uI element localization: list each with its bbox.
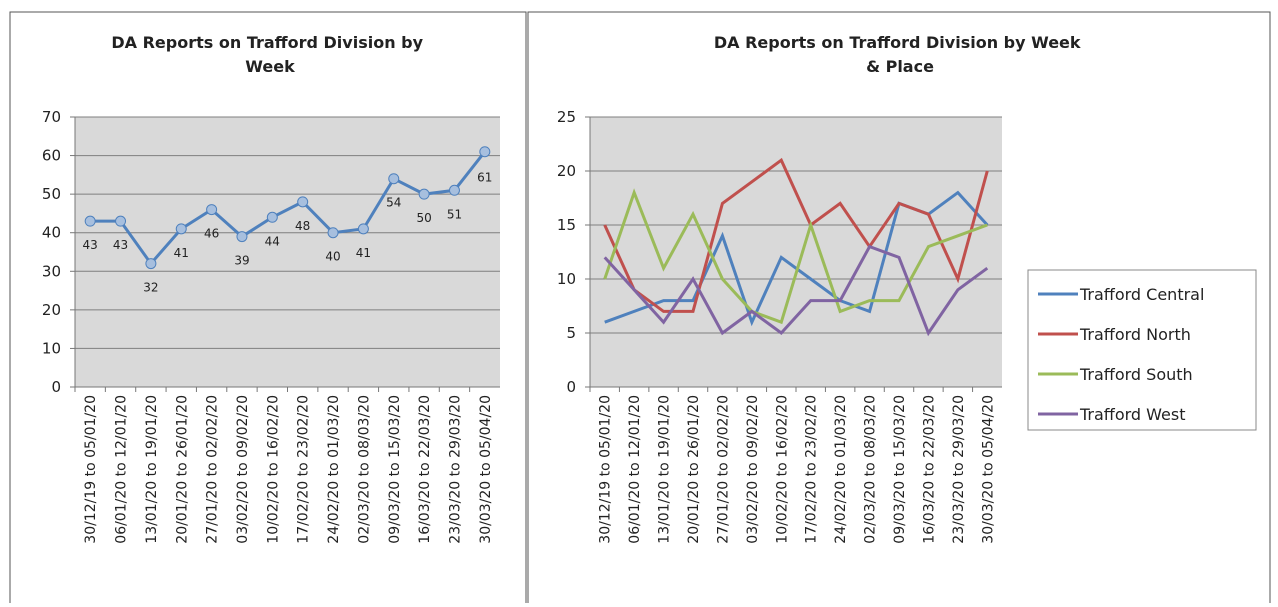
data-label: 50 <box>416 211 431 225</box>
marker <box>388 173 400 185</box>
panel-right <box>527 11 1271 607</box>
x-tick-label: 03/02/20 to 09/02/20 <box>235 395 251 544</box>
marker <box>448 184 460 196</box>
legend-label: Trafford West <box>1079 405 1186 424</box>
x-tick-label: 20/01/20 to 26/01/20 <box>174 395 190 544</box>
marker <box>418 188 430 200</box>
x-tick-label: 13/01/20 to 19/01/20 <box>657 395 673 544</box>
line <box>603 244 989 337</box>
data-label: 46 <box>204 227 219 241</box>
y-tick-label: 30 <box>42 262 61 280</box>
x-tick-label: 23/03/20 to 29/03/20 <box>951 395 967 544</box>
x-tick-label: 20/01/20 to 26/01/20 <box>686 395 702 544</box>
x-tick-label: 24/02/20 to 01/03/20 <box>833 395 849 544</box>
data-label: 51 <box>447 207 462 221</box>
y-tick-label: 0 <box>566 378 576 396</box>
plot-area <box>75 117 500 387</box>
marker <box>145 258 157 270</box>
x-tick-label: 13/01/20 to 19/01/20 <box>144 395 160 544</box>
y-tick-label: 10 <box>557 270 576 288</box>
y-tick-label: 15 <box>557 216 576 234</box>
y-tick-label: 20 <box>42 301 61 319</box>
y-tick-label: 40 <box>42 224 61 242</box>
data-label: 41 <box>174 246 189 260</box>
data-label: 44 <box>265 234 280 248</box>
x-tick-label: 06/01/20 to 12/01/20 <box>627 395 643 544</box>
line <box>90 150 486 266</box>
x-tick-label: 17/02/20 to 23/02/20 <box>296 395 312 544</box>
legend-label: Trafford Central <box>1079 285 1204 304</box>
x-tick-label: 06/01/20 to 12/01/20 <box>114 395 130 544</box>
marker <box>115 215 127 227</box>
data-label: 61 <box>477 171 492 185</box>
x-tick-label: 02/03/20 to 08/03/20 <box>863 395 879 544</box>
x-tick-label: 30/12/19 to 05/01/20 <box>83 395 99 544</box>
marker <box>357 223 369 235</box>
marker <box>266 211 278 223</box>
y-tick-label: 70 <box>42 108 61 126</box>
plot-area <box>590 117 1002 387</box>
data-label: 39 <box>234 254 249 268</box>
y-tick-label: 25 <box>557 108 576 126</box>
data-label: 48 <box>295 219 310 233</box>
x-tick-label: 27/01/20 to 02/02/20 <box>205 395 221 544</box>
line <box>603 188 988 325</box>
x-tick-label: 30/03/20 to 05/04/20 <box>980 395 996 544</box>
panel-left <box>9 11 527 607</box>
chart-title: DA Reports on Trafford Division by Week … <box>714 33 1086 76</box>
x-tick-label: 10/02/20 to 16/02/20 <box>265 395 281 544</box>
chart-title: DA Reports on Trafford Division by Week <box>111 33 428 76</box>
x-tick-label: 17/02/20 to 23/02/20 <box>804 395 820 544</box>
data-label: 32 <box>143 281 158 295</box>
data-label: 41 <box>356 246 371 260</box>
x-tick-label: 16/03/20 to 22/03/20 <box>417 395 433 544</box>
marker <box>206 204 218 216</box>
y-tick-label: 20 <box>557 162 576 180</box>
data-label: 40 <box>325 250 340 264</box>
y-tick-label: 5 <box>566 324 576 342</box>
marker <box>175 223 187 235</box>
x-tick-label: 16/03/20 to 22/03/20 <box>921 395 937 544</box>
x-tick-label: 23/03/20 to 29/03/20 <box>447 395 463 544</box>
x-tick-label: 09/03/20 to 15/03/20 <box>892 395 908 544</box>
line <box>603 157 989 313</box>
data-label: 43 <box>83 238 98 252</box>
marker <box>236 231 248 243</box>
legend-label: Trafford South <box>1079 365 1193 384</box>
x-tick-label: 03/02/20 to 09/02/20 <box>745 395 761 544</box>
x-tick-label: 30/12/19 to 05/01/20 <box>598 395 614 544</box>
marker <box>84 215 96 227</box>
x-tick-label: 10/02/20 to 16/02/20 <box>774 395 790 544</box>
y-tick-label: 60 <box>42 147 61 165</box>
marker <box>297 196 309 208</box>
y-tick-label: 50 <box>42 185 61 203</box>
x-tick-label: 02/03/20 to 08/03/20 <box>356 395 372 544</box>
x-tick-label: 27/01/20 to 02/02/20 <box>715 395 731 544</box>
legend-box <box>1027 269 1257 431</box>
marker <box>327 227 339 239</box>
x-tick-label: 24/02/20 to 01/03/20 <box>326 395 342 544</box>
data-label: 43 <box>113 238 128 252</box>
x-tick-label: 30/03/20 to 05/04/20 <box>478 395 494 544</box>
marker <box>479 146 491 158</box>
y-tick-label: 0 <box>51 378 61 396</box>
legend-label: Trafford North <box>1079 325 1191 344</box>
y-tick-label: 10 <box>42 339 61 357</box>
data-label: 54 <box>386 196 401 210</box>
x-tick-label: 09/03/20 to 15/03/20 <box>387 395 403 544</box>
